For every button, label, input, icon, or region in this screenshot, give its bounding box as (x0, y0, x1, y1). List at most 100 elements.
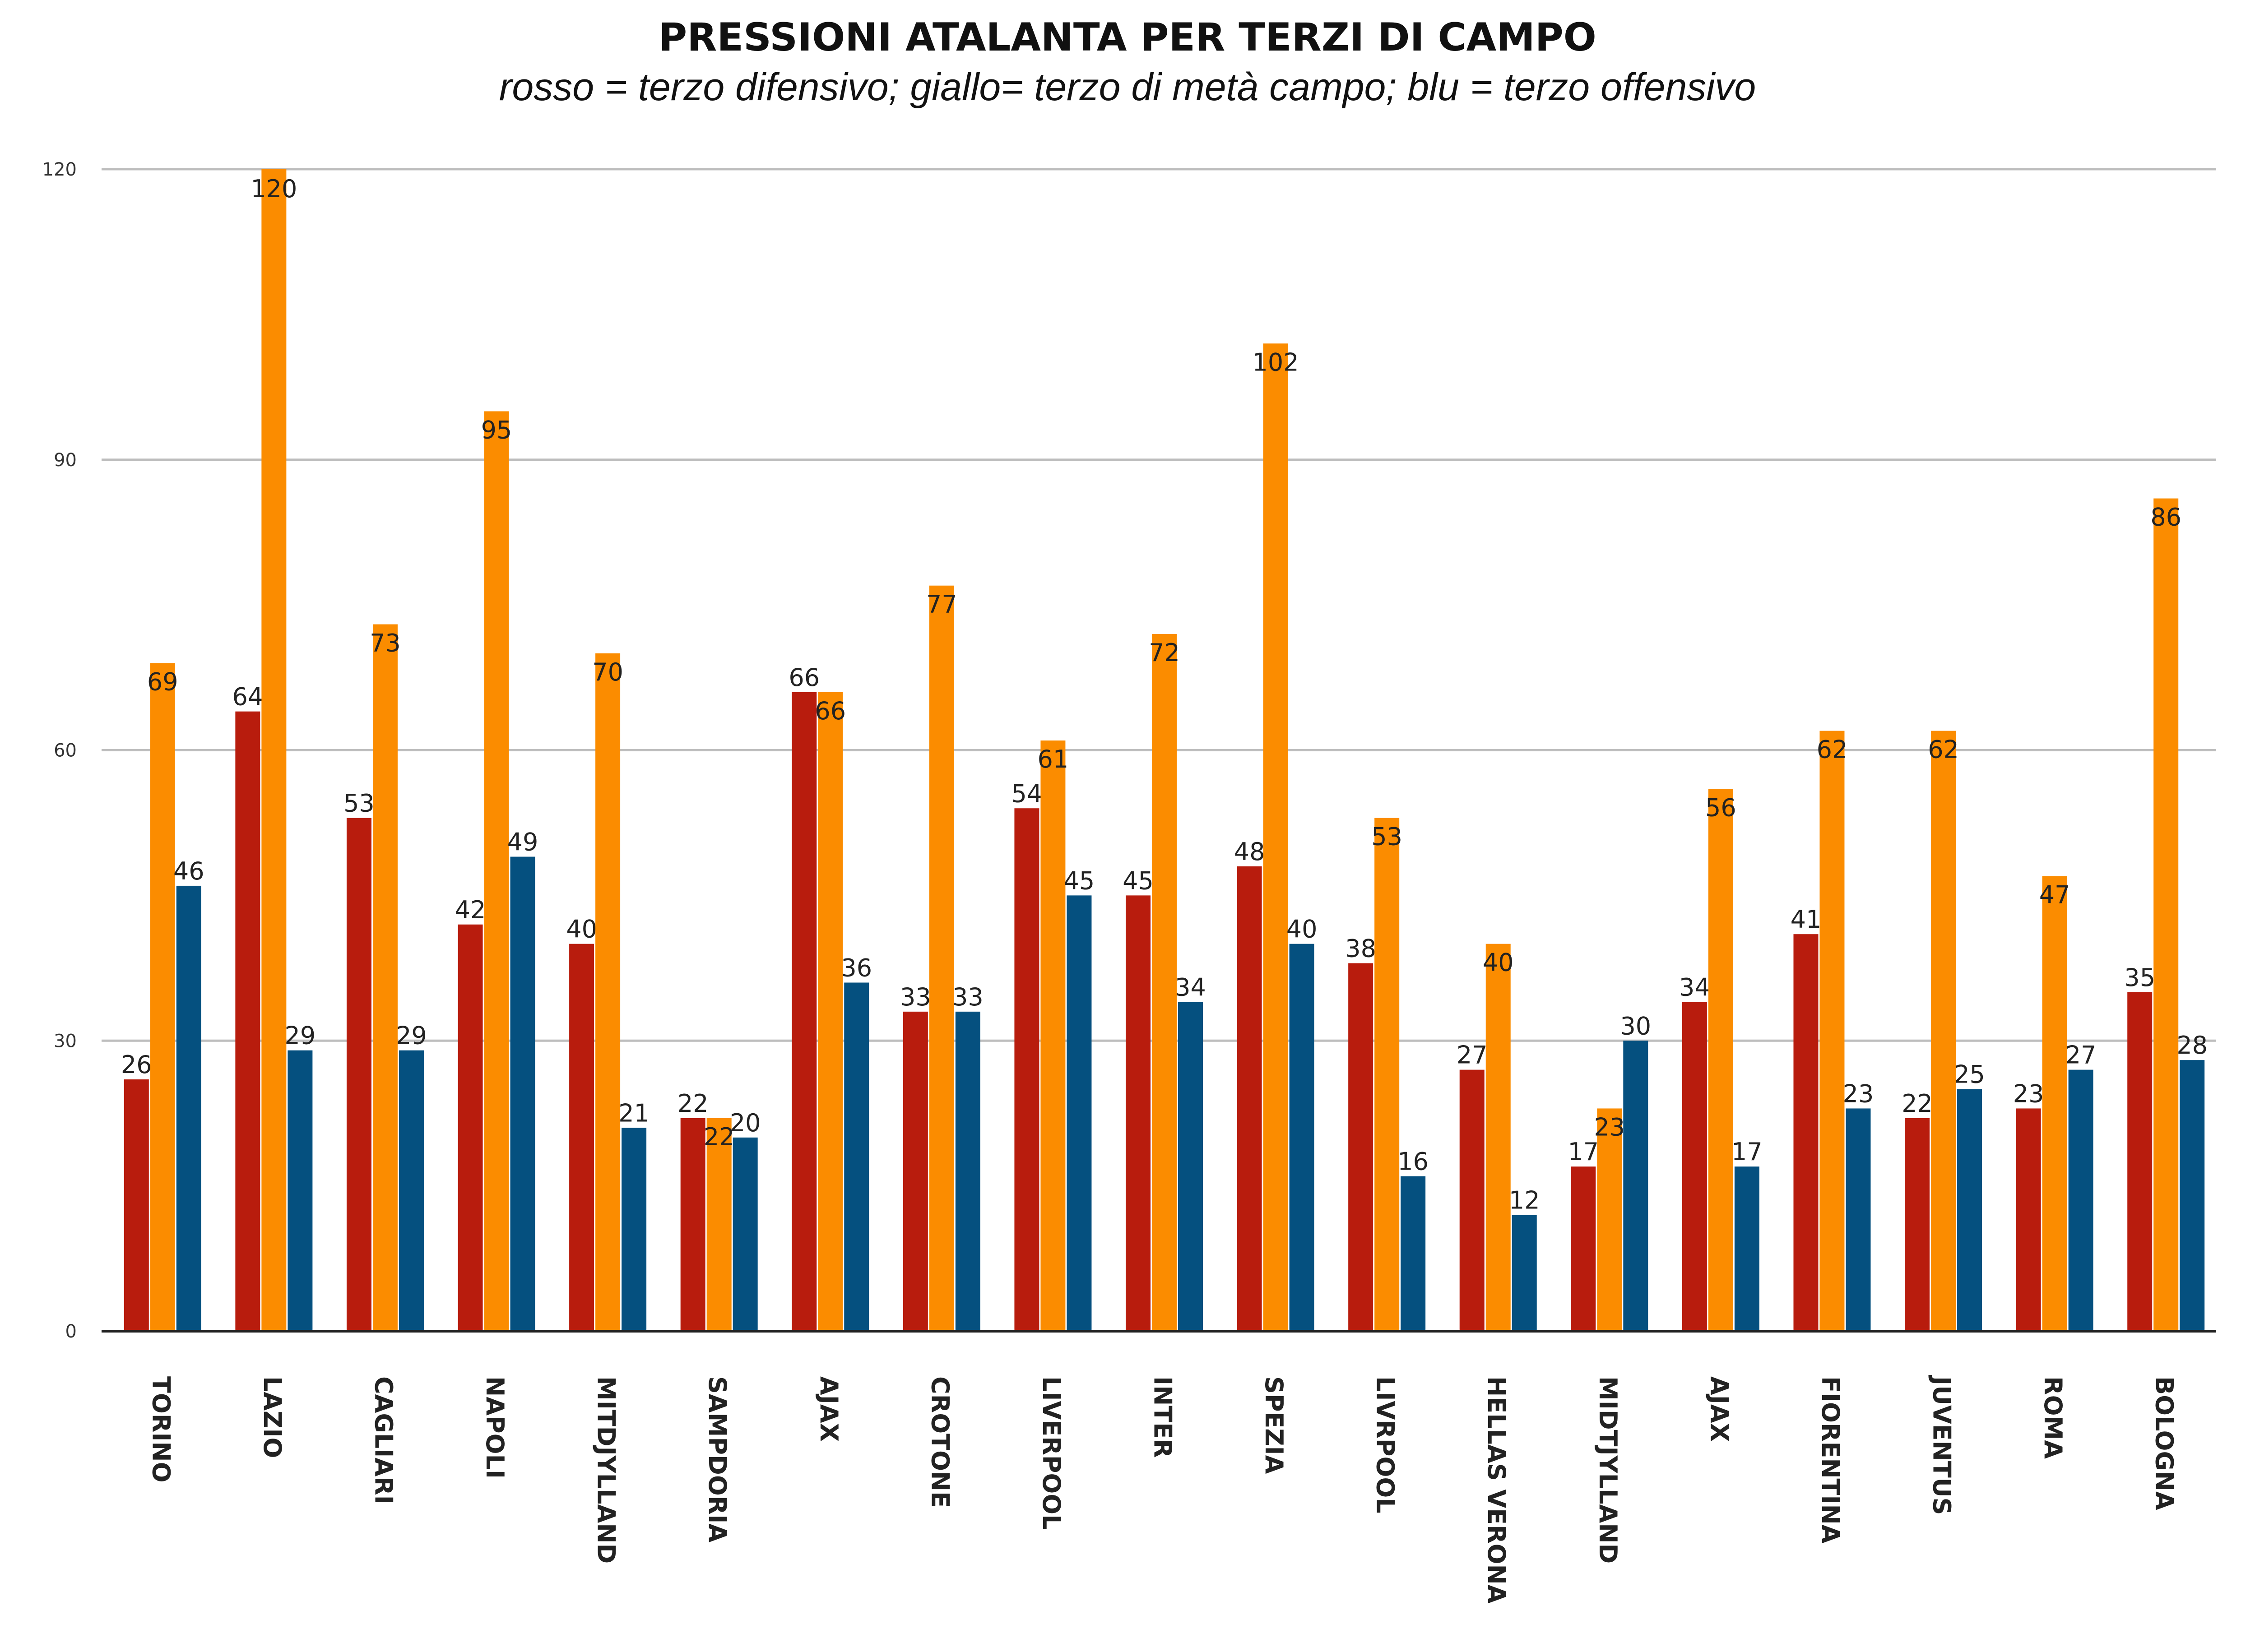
bar (235, 711, 260, 1331)
x-tick-label: MITDJYLLAND (592, 1376, 621, 1564)
data-label: 33 (900, 983, 931, 1011)
y-tick-label: 120 (42, 159, 77, 180)
data-label: 27 (1457, 1041, 1488, 1069)
y-tick-label: 60 (54, 740, 77, 761)
bar (510, 856, 535, 1331)
data-label: 40 (1483, 949, 1514, 977)
bar (346, 818, 371, 1331)
x-tick-label: CROTONE (926, 1376, 954, 1508)
bar (569, 944, 594, 1331)
x-tick-label: MIDTJYLLAND (1594, 1376, 1622, 1564)
bar (1126, 895, 1151, 1331)
data-label: 27 (2065, 1041, 2097, 1069)
data-label: 86 (2150, 503, 2181, 532)
bar (1846, 1108, 1871, 1331)
bar (1905, 1118, 1930, 1331)
bar (1263, 343, 1288, 1331)
bar (372, 624, 398, 1331)
chart-title: PRESSIONI ATALANTA PER TERZI DI CAMPO (659, 15, 1596, 60)
data-label: 22 (704, 1123, 735, 1151)
data-label: 62 (1817, 736, 1848, 764)
bar (2042, 876, 2067, 1331)
data-label: 34 (1175, 973, 1206, 1001)
x-tick-label: INTER (1149, 1376, 1177, 1458)
data-label: 53 (343, 789, 375, 818)
data-label: 23 (2013, 1079, 2044, 1108)
x-tick-label: JUVENTUS (1928, 1374, 1956, 1515)
data-label: 35 (2124, 963, 2155, 992)
data-label: 28 (2176, 1031, 2208, 1060)
chart-titles: PRESSIONI ATALANTA PER TERZI DI CAMPO ro… (0, 13, 2255, 112)
bar (484, 411, 509, 1332)
bar (2153, 498, 2179, 1331)
bar (1512, 1215, 1537, 1331)
bar (1178, 1002, 1203, 1331)
data-label: 49 (507, 828, 538, 856)
data-label: 61 (1038, 745, 1069, 773)
bar (261, 169, 287, 1331)
bar (1374, 818, 1400, 1331)
data-label: 73 (370, 629, 401, 657)
data-label: 29 (285, 1022, 316, 1050)
bar (1348, 963, 1373, 1331)
bar (399, 1050, 424, 1331)
data-label: 72 (1149, 639, 1180, 667)
bar (1682, 1002, 1707, 1331)
data-label: 25 (1954, 1060, 1985, 1089)
bar (1485, 944, 1511, 1331)
bar (1014, 808, 1039, 1331)
bar (844, 982, 869, 1331)
data-label: 102 (1253, 348, 1299, 376)
y-tick-label: 0 (65, 1321, 77, 1342)
data-label: 17 (1731, 1138, 1763, 1166)
data-label: 16 (1397, 1148, 1429, 1176)
data-label: 30 (1620, 1012, 1651, 1040)
bar (1597, 1108, 1622, 1331)
data-label: 62 (1928, 736, 1959, 764)
bar (176, 885, 201, 1331)
bar (1793, 934, 1819, 1331)
x-tick-label: SAMPDORIA (703, 1376, 732, 1542)
data-label: 95 (481, 416, 512, 444)
data-label: 26 (121, 1050, 152, 1079)
x-tick-label: LIVRPOOL (1371, 1376, 1400, 1513)
bar (595, 653, 621, 1331)
bar (2068, 1069, 2093, 1331)
x-tick-label: SPEZIA (1260, 1376, 1288, 1474)
x-tick-label: LIVERPOOL (1037, 1376, 1066, 1530)
x-tick-label: AJAX (1705, 1376, 1733, 1442)
data-label: 23 (1594, 1113, 1625, 1141)
data-label: 22 (1902, 1089, 1933, 1118)
bar (733, 1137, 758, 1331)
data-label: 38 (1345, 935, 1376, 963)
bar (706, 1118, 732, 1331)
x-tick-label: LAZIO (258, 1376, 287, 1458)
x-tick-label: AJAX (815, 1376, 843, 1442)
x-tick-label: TORINO (147, 1376, 175, 1483)
bar (458, 924, 483, 1331)
bar (1152, 634, 1177, 1331)
data-label: 41 (1791, 905, 1822, 934)
x-tick-label: NAPOLI (481, 1376, 509, 1479)
bar (1237, 866, 1262, 1331)
bar (903, 1011, 928, 1331)
data-label: 40 (1286, 915, 1318, 944)
data-label: 21 (618, 1099, 650, 1127)
data-label: 47 (2039, 880, 2070, 909)
bar (622, 1128, 647, 1331)
bar (1401, 1176, 1426, 1331)
data-label: 23 (1843, 1079, 1874, 1108)
data-label: 33 (952, 983, 984, 1011)
bar (1459, 1069, 1485, 1331)
data-label: 45 (1123, 866, 1154, 895)
bar (818, 692, 843, 1331)
bar (2127, 992, 2153, 1331)
bar (1734, 1166, 1759, 1331)
data-label: 56 (1705, 793, 1736, 822)
bar (1289, 944, 1314, 1331)
bar (680, 1118, 705, 1331)
x-tick-label: FIORENTINA (1816, 1376, 1845, 1544)
data-label: 46 (173, 857, 204, 885)
bar (2180, 1060, 2205, 1331)
